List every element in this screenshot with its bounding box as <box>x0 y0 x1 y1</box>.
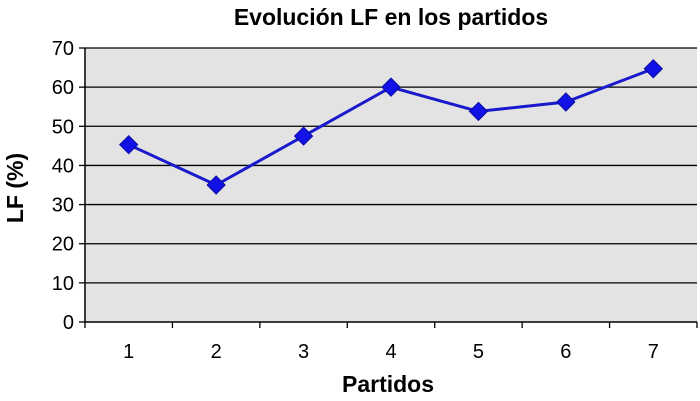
y-tick-label: 70 <box>52 38 74 60</box>
data-point-marker <box>293 126 314 146</box>
x-tick-label: 5 <box>473 341 484 363</box>
data-point-marker <box>468 101 489 122</box>
data-point-marker <box>381 77 401 97</box>
series <box>119 59 663 195</box>
y-axis-label: LF (%) <box>2 153 28 223</box>
y-tick-label: 20 <box>52 234 74 256</box>
x-axis-label: Partidos <box>342 371 434 397</box>
data-point-marker <box>556 92 576 112</box>
x-tick-label: 1 <box>123 341 134 363</box>
y-tick-label: 10 <box>52 273 74 295</box>
x-tick-label: 3 <box>298 341 309 363</box>
y-axis: 0 10 20 30 40 50 60 70 <box>52 38 86 334</box>
y-tick-label: 0 <box>63 312 74 334</box>
y-tick-label: 50 <box>52 116 74 138</box>
y-tick-label: 40 <box>52 155 74 177</box>
data-point-marker <box>643 59 663 79</box>
x-tick-label: 7 <box>648 341 659 363</box>
chart-title: Evolución LF en los partidos <box>234 4 548 30</box>
y-tick-label: 30 <box>52 195 74 217</box>
y-tick-label: 60 <box>52 77 74 99</box>
x-tick-label: 6 <box>560 341 571 363</box>
x-tick-label: 4 <box>385 341 396 363</box>
x-tick-label: 2 <box>211 341 222 363</box>
data-point-marker <box>206 175 226 195</box>
data-point-marker <box>119 134 139 155</box>
x-axis: 1 2 3 4 5 6 7 <box>84 321 698 363</box>
